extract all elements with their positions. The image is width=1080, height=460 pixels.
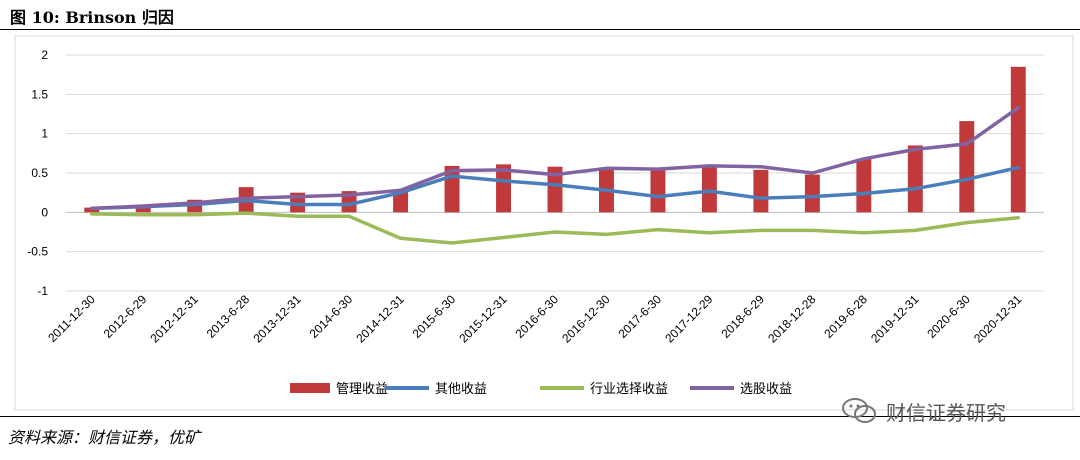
- legend: 管理收益 其他收益 行业选择收益 选股收益: [290, 382, 792, 397]
- x-tick-label: 2020-12-31: [971, 292, 1025, 346]
- x-tick-label: 2012-6-29: [101, 292, 150, 341]
- x-tick-label: 2011-12-30: [45, 292, 98, 345]
- x-tick-label: 2016-12-30: [559, 292, 613, 346]
- y-tick-label: 0: [41, 205, 48, 219]
- chart-frame: [14, 35, 1074, 411]
- x-tick-label: 2018-6-29: [718, 292, 767, 341]
- bottom-rule: [0, 416, 1080, 417]
- x-tick-label: 2019-6-28: [821, 292, 870, 341]
- bar-management: [547, 166, 563, 213]
- watermark-text: 财信证券研究: [886, 400, 1006, 425]
- x-tick-label: 2018-12-28: [765, 292, 819, 346]
- y-tick-label: -0.5: [27, 245, 48, 259]
- x-tick-label: 2014-12-31: [353, 292, 407, 346]
- y-tick-label: 0.5: [31, 166, 48, 180]
- bar-management: [959, 121, 975, 213]
- series-line: [89, 165, 1021, 211]
- legend-swatch: [290, 383, 330, 393]
- bar-management: [907, 145, 923, 213]
- x-tick-label: 2017-6-30: [615, 292, 664, 341]
- x-tick-label: 2017-12-29: [662, 292, 716, 346]
- y-axis-ticks: 2 1.5 1 0.5 0 -0.5 -1: [27, 48, 48, 298]
- y-tick-label: 1: [41, 127, 48, 141]
- bar-management: [496, 164, 511, 213]
- bar-management: [650, 168, 666, 213]
- x-tick-label: 2016-6-30: [513, 292, 562, 341]
- bar-management: [856, 158, 872, 213]
- x-tick-label: 2013-12-31: [250, 292, 304, 346]
- x-tick-label: 2019-12-31: [868, 292, 922, 346]
- series-line: [89, 211, 1021, 245]
- legend-label: 选股收益: [740, 382, 792, 397]
- series-lines: [89, 105, 1021, 245]
- source-note: 资料来源：财信证券，优矿: [8, 428, 201, 447]
- y-tick-label: -1: [37, 284, 48, 298]
- x-tick-label: 2014-6-30: [307, 292, 356, 341]
- top-rule: [0, 29, 1080, 30]
- legend-label: 管理收益: [336, 382, 388, 397]
- y-tick-label: 1.5: [31, 87, 48, 101]
- y-tick-label: 2: [41, 48, 48, 62]
- watermark: 财信证券研究: [840, 396, 1006, 426]
- bar-management: [804, 174, 820, 213]
- bar-management: [135, 206, 151, 213]
- chart: 2 1.5 1 0.5 0 -0.5 -1 2011-12-30 2012-6-292012-…: [14, 35, 1074, 411]
- legend-label: 其他收益: [435, 382, 487, 397]
- legend-label: 行业选择收益: [590, 382, 668, 397]
- x-tick-label: 2015-6-30: [410, 292, 459, 341]
- x-tick-label: 2015-12-31: [456, 292, 510, 346]
- bar-management: [753, 169, 769, 213]
- x-tick-label: 2012-12-31: [147, 292, 201, 346]
- wechat-icon: [842, 398, 876, 423]
- x-tick-label: 2013-6-28: [204, 292, 253, 341]
- bar-management: [1010, 66, 1026, 213]
- x-tick-label: 2020-6-30: [924, 292, 973, 341]
- figure-title: 图 10: Brinson 归因: [10, 8, 174, 27]
- series-line: [89, 105, 1021, 211]
